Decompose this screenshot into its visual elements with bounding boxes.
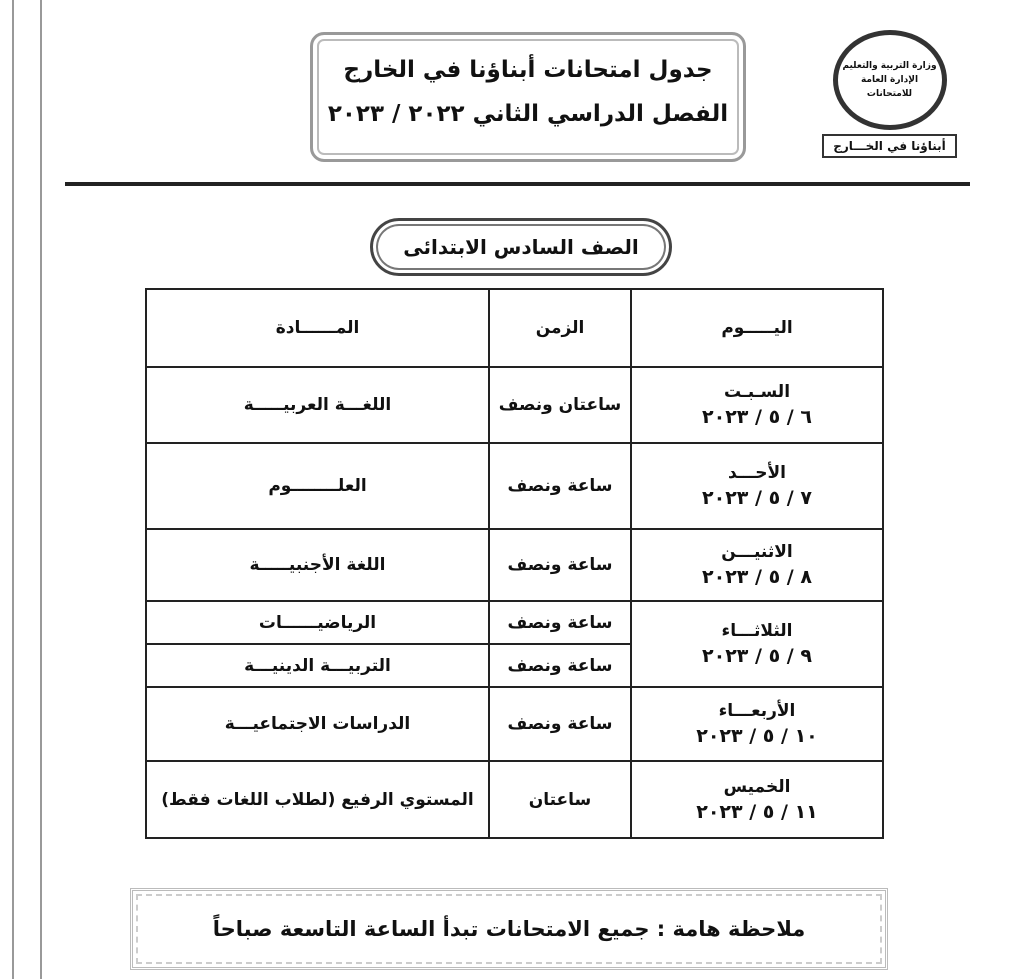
day-name: الثلاثـــاء (721, 621, 793, 641)
day-date: ٦ / ٥ / ٢٠٢٣ (702, 406, 812, 428)
subject-cell: اللغة الأجنبيـــــة (145, 528, 490, 602)
table-body: السـبـت ٦ / ٥ / ٢٠٢٣ ساعتان ونصف اللغـــة ا… (145, 366, 884, 839)
table-row: الخميس ١١ / ٥ / ٢٠٢٣ ساعتان المستوي الرفيع … (145, 760, 884, 839)
day-name: الاثنيـــن (721, 542, 793, 562)
logo-circle: وزارة التربية والتعليم الإدارة العامة لل… (832, 30, 947, 130)
header-subtitle: الفصل الدراسي الثاني ٢٠٢٢ / ٢٠٢٣ (327, 101, 729, 127)
duration-cell: ساعة ونصف (488, 600, 632, 645)
divider (65, 182, 970, 186)
day-name: الخميس (723, 776, 791, 797)
duration-cell: ساعة ونصف (488, 442, 632, 530)
header-cell: اليـــــوم (630, 288, 884, 368)
day-name: السـبـت (723, 382, 791, 402)
logo-line: الإدارة العامة للامتحانات (860, 75, 919, 99)
paper-edge (40, 0, 42, 979)
table-row: ساعة ونصف التربيـــة الدينيـــة (145, 643, 883, 688)
day-date: ١١ / ٥ / ٢٠٢٣ (696, 800, 818, 823)
day-cell: الاثنيـــن ٨ / ٥ / ٢٠٢٣ (630, 528, 884, 602)
day-cell: الثلاثـــاء ٩ / ٥ / ٢٠٢٣ (630, 600, 884, 688)
table-row: الاثنيـــن ٨ / ٥ / ٢٠٢٣ ساعة ونصف اللغة الأ… (145, 528, 884, 602)
subject-cell: العلــــــــوم (145, 442, 490, 530)
grade-label: الصف السادس الابتدائى (370, 218, 672, 276)
subject-cell: الرياضيــــــات (145, 600, 490, 645)
day-date: ٩ / ٥ / ٢٠٢٣ (702, 645, 812, 667)
day-cell: الخميس ١١ / ٥ / ٢٠٢٣ (630, 760, 884, 839)
paper-edge (12, 0, 14, 979)
header-cell: الزمن (488, 288, 632, 368)
header-cell: المــــــادة (145, 288, 490, 368)
note: ملاحظة هامة : جميع الامتحانات تبدأ الساع… (130, 888, 888, 970)
table-row: الأحـــد ٧ / ٥ / ٢٠٢٣ ساعة ونصف العلـــــــ… (145, 442, 884, 530)
header-box: جدول امتحانات أبناؤنا في الخارج الفصل ال… (310, 32, 746, 162)
day-date: ١٠ / ٥ / ٢٠٢٣ (696, 725, 818, 747)
duration-cell: ساعتان (488, 760, 632, 839)
duration-cell: ساعتان ونصف (488, 366, 632, 444)
day-name: الأحـــد (728, 463, 786, 483)
subject-cell: اللغـــة العربيـــــة (145, 366, 490, 444)
day-date: ٨ / ٥ / ٢٠٢٣ (702, 566, 812, 588)
day-name: الأربعـــاء (718, 701, 796, 721)
logo-caption: أبناؤنا في الخـــارج (822, 134, 957, 158)
table-row: الأربعـــاء ١٠ / ٥ / ٢٠٢٣ ساعة ونصف الدراسا… (145, 686, 884, 762)
header-title: جدول امتحانات أبناؤنا في الخارج (343, 57, 713, 83)
day-cell: الأربعـــاء ١٠ / ٥ / ٢٠٢٣ (630, 686, 884, 762)
subject-cell: التربيـــة الدينيـــة (145, 643, 490, 688)
subject-cell: الدراسات الاجتماعيـــة (145, 686, 490, 762)
header-row: اليـــــوم الزمن المــــــادة (145, 288, 884, 368)
subject-cell: المستوي الرفيع (لطلاب اللغات فقط) (145, 760, 490, 839)
table-row: الثلاثـــاء ٩ / ٥ / ٢٠٢٣ ساعة ونصف الرياضيـ… (145, 600, 884, 688)
schedule-table: اليـــــوم الزمن المــــــادة السـبـت ٦ /… (145, 288, 884, 839)
duration-cell: ساعة ونصف (488, 686, 632, 762)
day-cell: السـبـت ٦ / ٥ / ٢٠٢٣ (630, 366, 884, 444)
logo: وزارة التربية والتعليم الإدارة العامة لل… (822, 30, 957, 160)
logo-line: وزارة التربية والتعليم (842, 61, 937, 71)
day-date: ٧ / ٥ / ٢٠٢٣ (702, 487, 812, 509)
duration-cell: ساعة ونصف (488, 643, 632, 688)
day-cell: الأحـــد ٧ / ٥ / ٢٠٢٣ (630, 442, 884, 530)
table-row: السـبـت ٦ / ٥ / ٢٠٢٣ ساعتان ونصف اللغـــة ا… (145, 366, 884, 444)
duration-cell: ساعة ونصف (488, 528, 632, 602)
